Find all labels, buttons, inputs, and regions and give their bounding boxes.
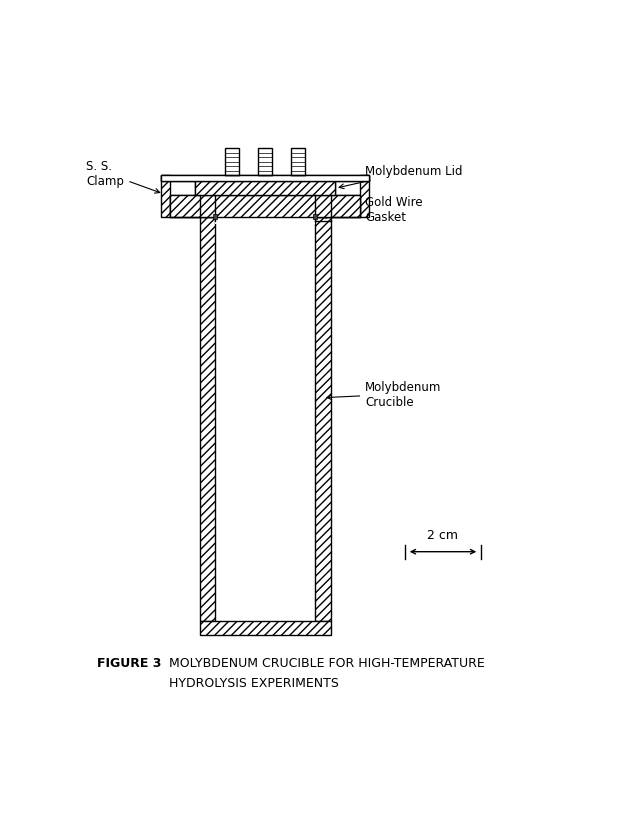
Bar <box>195 182 335 196</box>
Bar <box>170 196 360 218</box>
Bar <box>213 215 217 219</box>
Bar <box>200 622 331 635</box>
Bar <box>200 218 215 622</box>
Text: 2 cm: 2 cm <box>428 528 459 541</box>
Text: Molybdenum
Crucible: Molybdenum Crucible <box>327 380 442 409</box>
Bar <box>291 149 305 176</box>
Text: HYDROLYSIS EXPERIMENTS: HYDROLYSIS EXPERIMENTS <box>169 676 339 689</box>
Bar <box>313 215 318 219</box>
Text: S. S.
Clamp: S. S. Clamp <box>86 160 159 194</box>
Bar <box>161 176 369 182</box>
Bar <box>225 149 239 176</box>
Bar <box>161 176 369 182</box>
Bar <box>215 196 315 225</box>
Bar <box>315 218 331 622</box>
Bar <box>195 182 335 196</box>
Text: FIGURE 3: FIGURE 3 <box>97 656 162 669</box>
Bar <box>215 218 315 622</box>
Bar <box>170 196 360 218</box>
Bar <box>170 196 360 218</box>
Text: Gold Wire
Gasket: Gold Wire Gasket <box>321 196 423 224</box>
Text: Molybdenum Lid: Molybdenum Lid <box>339 165 462 189</box>
Bar <box>360 176 369 218</box>
Bar <box>258 149 272 176</box>
Bar <box>215 182 315 196</box>
Text: MOLYBDENUM CRUCIBLE FOR HIGH-TEMPERATURE: MOLYBDENUM CRUCIBLE FOR HIGH-TEMPERATURE <box>169 656 484 669</box>
Bar <box>161 176 170 218</box>
